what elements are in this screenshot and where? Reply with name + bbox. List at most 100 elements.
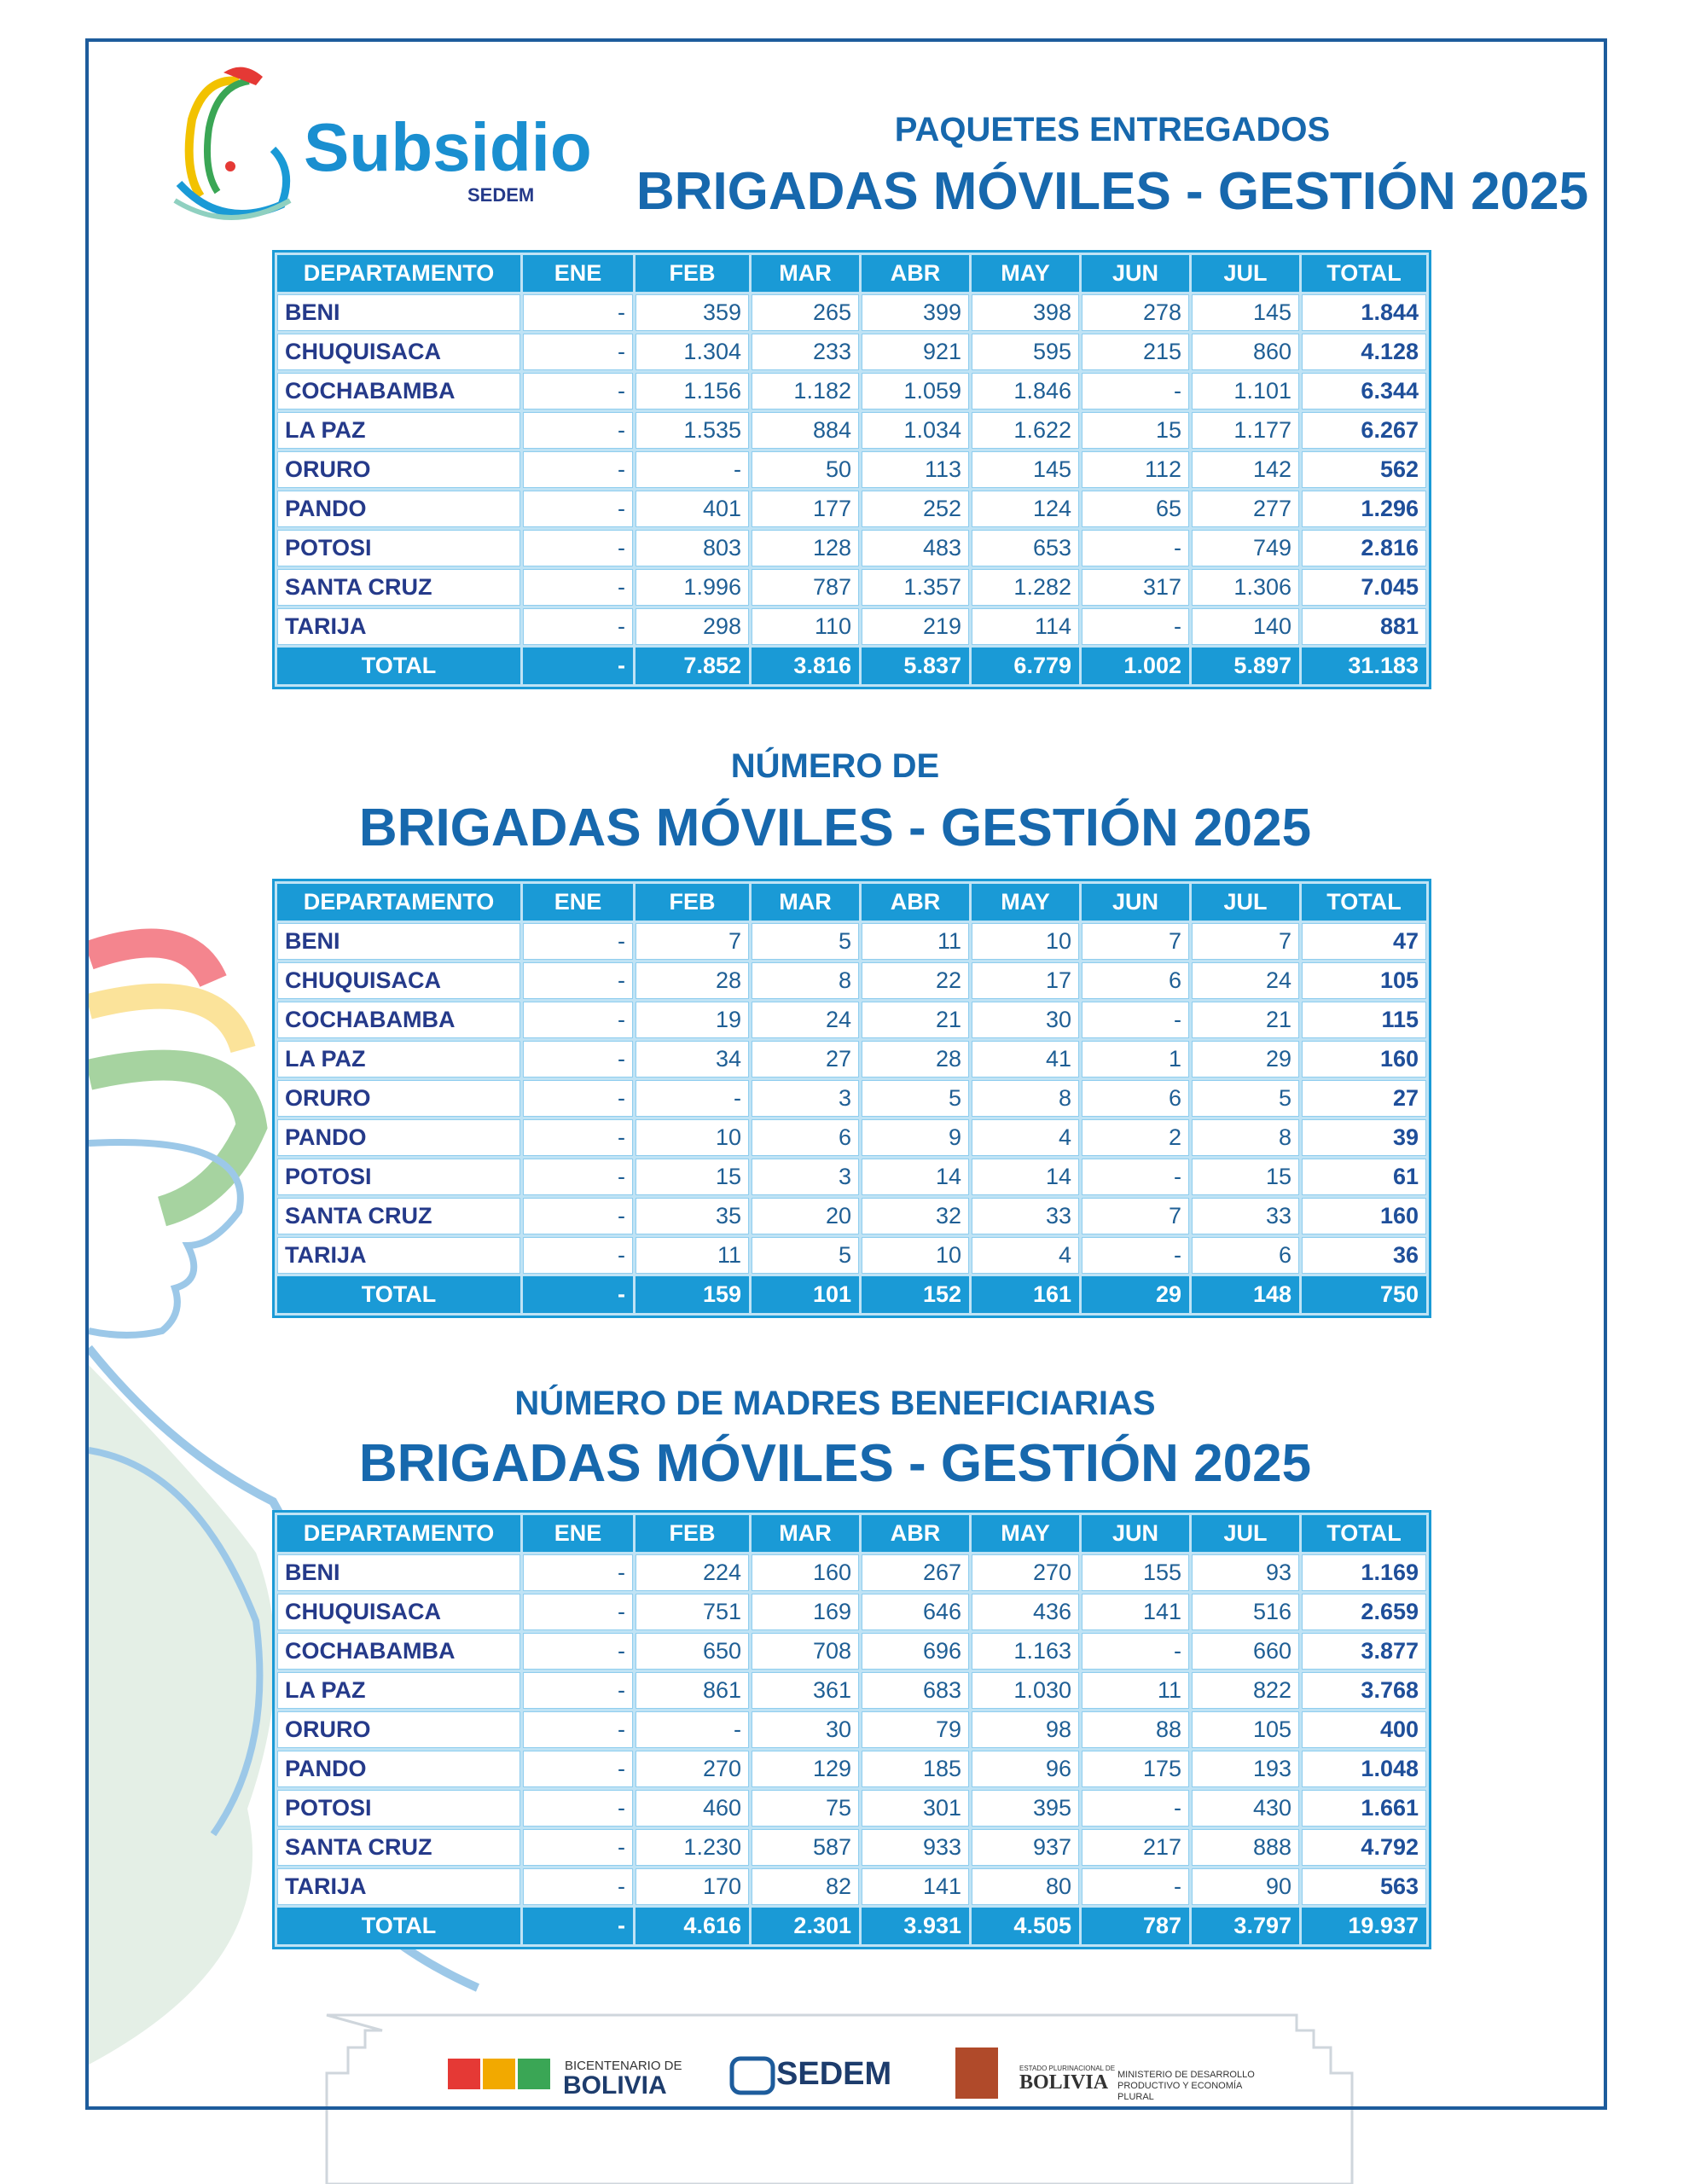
- value-cell: 112: [1082, 451, 1189, 488]
- value-cell: 27: [752, 1041, 859, 1077]
- table-row: LA PAZ -1.535 884 1.034 1.622 15 1.177 6.267: [277, 412, 1426, 449]
- value-cell: 7: [1082, 1198, 1189, 1234]
- value-cell: -: [523, 334, 633, 370]
- value-cell: 5: [752, 923, 859, 960]
- department-cell: ORURO: [277, 1080, 520, 1117]
- value-cell: 160: [1302, 1198, 1426, 1234]
- table-row: BENI -7 5 11 10 7 7 47: [277, 923, 1426, 960]
- value-cell: -: [523, 1751, 633, 1787]
- value-cell: -: [523, 608, 633, 645]
- value-cell: -: [523, 530, 633, 566]
- value-cell: 160: [752, 1554, 859, 1591]
- department-cell: POTOSI: [277, 1159, 520, 1195]
- value-cell: 170: [636, 1868, 749, 1905]
- value-cell: 27: [1302, 1080, 1426, 1117]
- value-cell: -: [523, 1554, 633, 1591]
- table-row: POTOSI -460 75 301 395-430 1.661: [277, 1790, 1426, 1827]
- value-cell: 47: [1302, 923, 1426, 960]
- header-cell: ENE: [523, 1515, 633, 1552]
- value-cell: 6: [1082, 962, 1189, 999]
- table-row: LA PAZ -861 361 683 1.030 11 822 3.768: [277, 1672, 1426, 1709]
- data-table: DEPARTAMENTO ENE FEB MAR ABR MAY JUN JUL TOTAL BE…: [272, 879, 1431, 1318]
- header-cell: DEPARTAMENTO: [277, 255, 520, 292]
- logo-subtext: SEDEM: [467, 184, 535, 206]
- table-row: BENI -359 265 399 398 278 145 1.844: [277, 294, 1426, 331]
- total-cell: 1.002: [1082, 648, 1189, 684]
- value-cell: 267: [862, 1554, 969, 1591]
- total-cell: 159: [636, 1276, 749, 1313]
- value-cell: 1.661: [1302, 1790, 1426, 1827]
- header-cell: TOTAL: [1302, 1515, 1426, 1552]
- value-cell: 298: [636, 608, 749, 645]
- value-cell: 24: [752, 1002, 859, 1038]
- value-cell: 9: [862, 1119, 969, 1156]
- header-row: DEPARTAMENTO ENE FEB MAR ABR MAY JUN JUL TOTAL: [277, 884, 1426, 921]
- value-cell: 233: [752, 334, 859, 370]
- total-cell: 2.301: [752, 1908, 859, 1944]
- value-cell: 683: [862, 1672, 969, 1709]
- value-cell: 114: [972, 608, 1079, 645]
- header-cell: MAY: [972, 884, 1079, 921]
- value-cell: 787: [752, 569, 859, 606]
- total-cell: -: [523, 648, 633, 684]
- title: BRIGADAS MÓVILES - GESTIÓN 2025: [358, 1434, 1312, 1493]
- value-cell: -: [523, 1159, 633, 1195]
- value-cell: 113: [862, 451, 969, 488]
- header-cell: MAY: [972, 1515, 1079, 1552]
- table-row: ORURO - -50 113 145 112 142 562: [277, 451, 1426, 488]
- header-cell: JUL: [1192, 1515, 1299, 1552]
- value-cell: 4.128: [1302, 334, 1426, 370]
- value-cell: -: [1082, 1868, 1189, 1905]
- value-cell: 7: [636, 923, 749, 960]
- value-cell: -: [1082, 1633, 1189, 1670]
- value-cell: 30: [972, 1002, 1079, 1038]
- value-cell: 160: [1302, 1041, 1426, 1077]
- value-cell: 15: [1192, 1159, 1299, 1195]
- value-cell: 653: [972, 530, 1079, 566]
- value-cell: 278: [1082, 294, 1189, 331]
- total-cell: -: [523, 1276, 633, 1313]
- department-cell: COCHABAMBA: [277, 373, 520, 410]
- value-cell: 483: [862, 530, 969, 566]
- header-cell: JUL: [1192, 255, 1299, 292]
- value-cell: 6: [752, 1119, 859, 1156]
- data-table: DEPARTAMENTO ENE FEB MAR ABR MAY JUN JUL TOTAL BE…: [272, 250, 1431, 689]
- value-cell: 15: [636, 1159, 749, 1195]
- footer-text: BOLIVIA: [1019, 2071, 1109, 2094]
- total-row: TOTAL -4.616 2.301 3.931 4.505 787 3.797 19.937: [277, 1908, 1426, 1944]
- value-cell: 430: [1192, 1790, 1299, 1827]
- value-cell: -: [636, 1080, 749, 1117]
- department-cell: BENI: [277, 923, 520, 960]
- value-cell: 5: [1192, 1080, 1299, 1117]
- value-cell: 861: [636, 1672, 749, 1709]
- value-cell: 141: [862, 1868, 969, 1905]
- header-cell: MAY: [972, 255, 1079, 292]
- table-row: ORURO - -3 5 8 6 5 27: [277, 1080, 1426, 1117]
- value-cell: 219: [862, 608, 969, 645]
- value-cell: 1.177: [1192, 412, 1299, 449]
- total-cell: 161: [972, 1276, 1079, 1313]
- department-cell: PANDO: [277, 491, 520, 527]
- value-cell: -: [523, 1237, 633, 1274]
- table-body: DEPARTAMENTO ENE FEB MAR ABR MAY JUN JUL TOTAL BE…: [277, 255, 1426, 684]
- value-cell: 10: [636, 1119, 749, 1156]
- value-cell: -: [523, 373, 633, 410]
- header-cell: MAR: [752, 884, 859, 921]
- table-row: BENI -224 160 267 270 155 93 1.169: [277, 1554, 1426, 1591]
- value-cell: 75: [752, 1790, 859, 1827]
- value-cell: 1.156: [636, 373, 749, 410]
- total-cell: 3.816: [752, 648, 859, 684]
- value-cell: 933: [862, 1829, 969, 1866]
- table-row: PANDO -270 129 185 96 175 193 1.048: [277, 1751, 1426, 1787]
- value-cell: 155: [1082, 1554, 1189, 1591]
- total-cell: 7.852: [636, 648, 749, 684]
- value-cell: 1.230: [636, 1829, 749, 1866]
- value-cell: 1.030: [972, 1672, 1079, 1709]
- table-row: POTOSI -803 128 483 653-749 2.816: [277, 530, 1426, 566]
- value-cell: 265: [752, 294, 859, 331]
- value-cell: 169: [752, 1594, 859, 1630]
- value-cell: 1.163: [972, 1633, 1079, 1670]
- value-cell: 14: [972, 1159, 1079, 1195]
- value-cell: 79: [862, 1711, 969, 1748]
- value-cell: -: [1082, 608, 1189, 645]
